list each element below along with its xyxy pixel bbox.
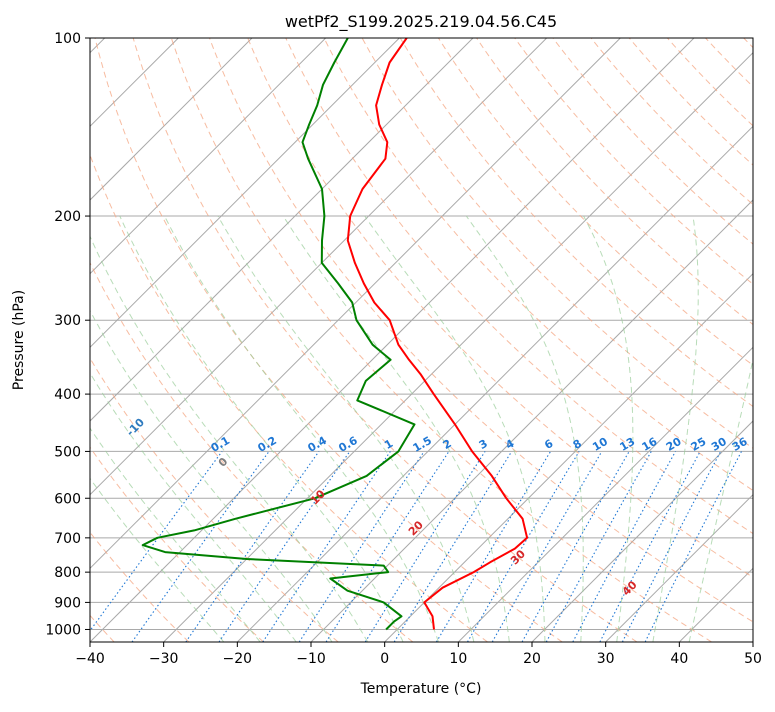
x-tick-label: −40 [75,651,105,667]
x-tick-label: 10 [449,651,467,667]
y-tick-label: 1000 [45,622,81,638]
x-axis-label: Temperature (°C) [360,681,482,697]
y-axis-label: Pressure (hPa) [11,290,27,390]
y-tick-label: 300 [54,313,81,329]
x-tick-label: −20 [223,651,253,667]
x-tick-label: 30 [597,651,615,667]
y-tick-label: 600 [54,491,81,507]
x-tick-label: 20 [523,651,541,667]
y-tick-label: 400 [54,387,81,403]
x-tick-label: 40 [670,651,688,667]
y-tick-label: 700 [54,531,81,547]
x-tick-label: 0 [380,651,389,667]
y-tick-label: 100 [54,31,81,47]
y-tick-label: 900 [54,595,81,611]
y-tick-label: 200 [54,209,81,225]
y-tick-label: 500 [54,444,81,460]
x-tick-label: 50 [744,651,762,667]
x-tick-label: −30 [149,651,179,667]
y-tick-label: 800 [54,565,81,581]
x-tick-label: −10 [296,651,326,667]
isotherm-line [753,38,775,642]
chart-title: wetPf2_S199.2025.219.04.56.C45 [285,12,557,32]
